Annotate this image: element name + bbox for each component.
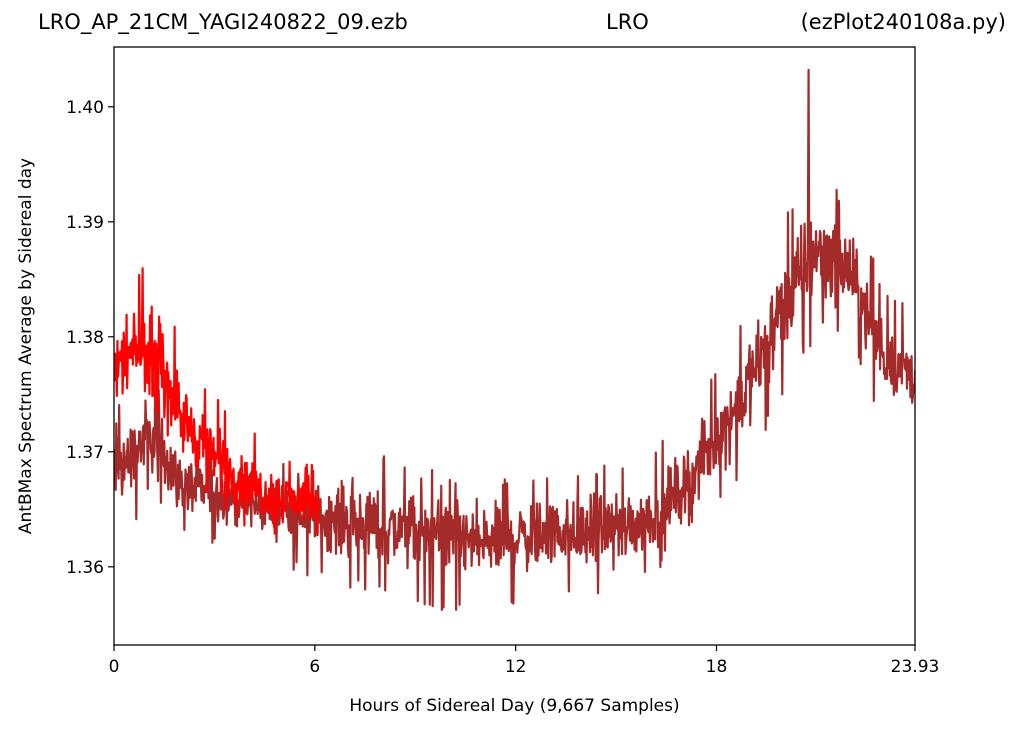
x-axis-label: Hours of Sidereal Day (9,667 Samples): [349, 696, 679, 716]
series-line-2: [114, 267, 320, 537]
y-tick-label: 1.37: [66, 443, 104, 463]
series-line-1: [114, 68, 915, 611]
x-tick-label: 18: [706, 657, 728, 677]
plot-area-frame: [113, 46, 916, 646]
x-tick-label: 6: [309, 657, 320, 677]
x-tick-label: 0: [109, 657, 120, 677]
y-tick-label: 1.38: [66, 328, 104, 348]
y-tick-label: 1.40: [66, 98, 104, 118]
y-axis-label: AntBMax Spectrum Average by Sidereal day: [16, 158, 36, 534]
x-tick-label: 12: [505, 657, 527, 677]
title-station: LRO: [606, 10, 649, 34]
x-tick-label: 23.93: [891, 657, 940, 677]
y-tick-label: 1.36: [66, 558, 104, 578]
title-filename: LRO_AP_21CM_YAGI240822_09.ezb: [38, 10, 408, 34]
y-tick-label: 1.39: [66, 213, 104, 233]
title-script: (ezPlot240108a.py): [800, 10, 1006, 34]
